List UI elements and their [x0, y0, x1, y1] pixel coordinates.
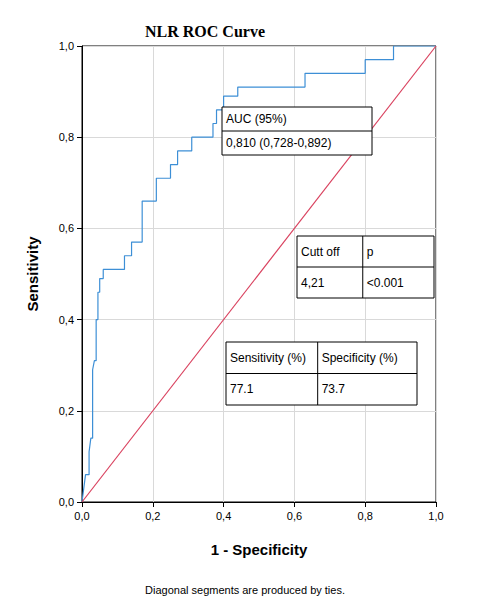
svg-text:0,2: 0,2	[59, 405, 74, 417]
svg-text:0,0: 0,0	[74, 510, 89, 522]
svg-text:Sensitivity: Sensitivity	[24, 236, 41, 312]
svg-text:1 - Specificity: 1 - Specificity	[211, 541, 308, 558]
svg-text:0,810 (0,728-0,892): 0,810 (0,728-0,892)	[226, 136, 331, 150]
svg-text:0,2: 0,2	[145, 510, 160, 522]
svg-text:Specificity (%): Specificity (%)	[322, 351, 398, 365]
svg-text:4,21: 4,21	[301, 276, 325, 290]
svg-text:1,0: 1,0	[59, 40, 74, 52]
svg-text:Sensitivity (%): Sensitivity (%)	[230, 351, 306, 365]
svg-text:<0.001: <0.001	[367, 276, 404, 290]
svg-text:AUC (95%): AUC (95%)	[226, 112, 287, 126]
svg-text:0,4: 0,4	[216, 510, 231, 522]
svg-text:77.1: 77.1	[230, 382, 254, 396]
svg-text:Diagonal segments are produced: Diagonal segments are produced by ties.	[145, 584, 345, 596]
svg-text:73.7: 73.7	[322, 382, 346, 396]
svg-text:0,0: 0,0	[59, 496, 74, 508]
svg-text:p: p	[367, 245, 374, 259]
svg-text:NLR ROC Curve: NLR ROC Curve	[145, 23, 265, 40]
svg-text:1,0: 1,0	[428, 510, 443, 522]
svg-text:Cutt off: Cutt off	[301, 245, 340, 259]
svg-text:0,6: 0,6	[287, 510, 302, 522]
svg-text:0,6: 0,6	[59, 222, 74, 234]
svg-text:0,4: 0,4	[59, 314, 74, 326]
svg-text:0,8: 0,8	[358, 510, 373, 522]
svg-text:0,8: 0,8	[59, 131, 74, 143]
